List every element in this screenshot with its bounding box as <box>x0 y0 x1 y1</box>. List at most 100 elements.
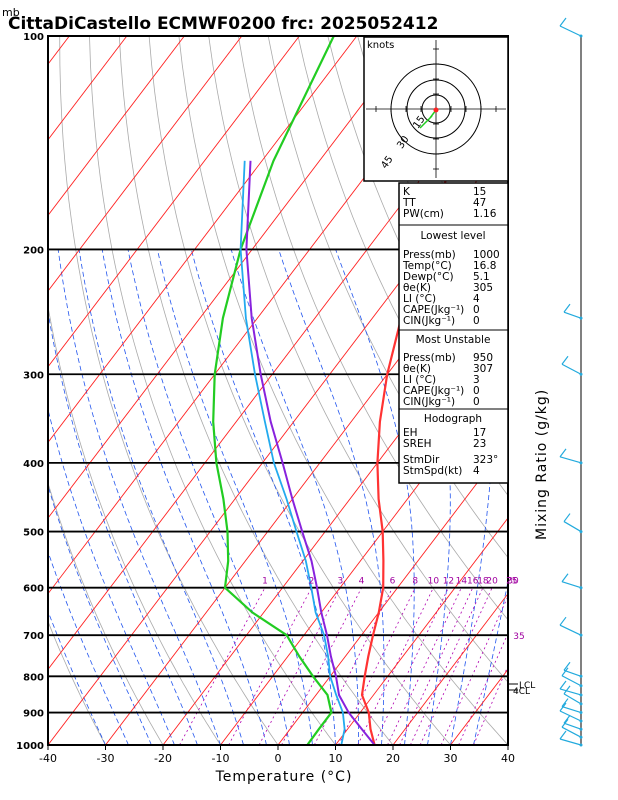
wind-barb <box>561 667 583 688</box>
mixing-ratio-line <box>399 587 474 745</box>
pressure-tick-label: 400 <box>23 459 44 470</box>
x-tick-label: 30 <box>444 752 458 765</box>
svg-text:LCL: LCL <box>519 681 535 691</box>
unit-mb-label: mb <box>2 6 20 19</box>
moist-adiabat <box>78 249 244 745</box>
mixing-ratio-line <box>228 587 312 745</box>
lowest-level-label: θe(K) <box>403 282 431 294</box>
isotherm <box>392 592 508 745</box>
wind-barbs <box>559 17 583 747</box>
wind-barb <box>559 702 583 723</box>
dry-adiabat <box>48 481 164 745</box>
mixing-ratio-line <box>458 632 508 745</box>
mixing-ratio-line <box>419 587 493 745</box>
most-unstable-label: LI (°C) <box>403 374 436 386</box>
x-tick-label: 20 <box>386 752 400 765</box>
isotherm <box>48 36 185 217</box>
wind-barb <box>559 730 583 747</box>
hodograph-index-value: 17 <box>473 427 486 439</box>
mixing-ratio-line <box>338 587 416 745</box>
dry-adiabat <box>267 36 508 559</box>
series-parcel <box>245 160 376 745</box>
lowest-level-label: LI (°C) <box>403 293 436 305</box>
isotherm <box>48 36 358 444</box>
mixing-ratio-label: 14 <box>456 577 468 587</box>
pressure-tick-label: 800 <box>23 672 44 683</box>
hodograph-index-value: 4 <box>473 465 480 477</box>
pressure-tick-label: 600 <box>23 584 44 595</box>
dry-adiabat <box>178 36 508 745</box>
series-wet-bulb <box>239 160 346 745</box>
mixing-ratio-label: 6 <box>390 577 396 587</box>
x-tick-label: 0 <box>275 752 282 765</box>
pressure-tick-label: 200 <box>23 245 44 256</box>
background-lines <box>48 36 618 745</box>
most-unstable-label: θe(K) <box>403 363 431 375</box>
lowest-level-value: 1000 <box>473 249 500 261</box>
isotherm <box>48 36 243 292</box>
dry-adiabat <box>89 36 336 745</box>
moist-adiabat <box>230 249 359 745</box>
mixing-ratio-label: 1 <box>262 577 268 587</box>
pressure-tick-label: 300 <box>23 370 44 381</box>
wind-barb <box>563 714 583 731</box>
lowest-level-header: Lowest level <box>420 230 485 242</box>
x-axis-label: Temperature (°C) <box>215 769 353 785</box>
lowest-level-value: 0 <box>473 304 480 316</box>
moist-adiabat <box>278 249 385 745</box>
hodograph-index-label: EH <box>403 427 418 439</box>
wind-barb <box>563 303 583 320</box>
mixing-ratio-line <box>440 595 508 745</box>
moist-adiabat <box>101 249 267 745</box>
lowest-level-value: 5.1 <box>473 271 490 283</box>
mixing-ratio-label: 3 <box>337 577 343 587</box>
lowest-level-value: 4 <box>473 293 480 305</box>
most-unstable-value: 3 <box>473 374 480 386</box>
mixing-ratio-label: 4 <box>359 577 365 587</box>
wind-barb <box>559 448 583 465</box>
x-tick-label: -20 <box>154 752 172 765</box>
mixing-ratio-label: 25 <box>506 577 517 587</box>
index-label: K <box>403 186 411 198</box>
pressure-tick-label: 500 <box>23 528 44 539</box>
mixing-ratio-line <box>410 587 484 745</box>
dry-adiabat <box>596 36 618 745</box>
x-tick-label: -30 <box>97 752 115 765</box>
hodograph-inset: knots 15 30 45 <box>363 36 509 182</box>
hodograph-index-label: SREH <box>403 438 432 450</box>
mixing-ratio-label: 12 <box>443 577 454 587</box>
lowest-level-value: 305 <box>473 282 493 294</box>
wind-barb <box>559 616 583 637</box>
isotherm <box>335 517 508 745</box>
lowest-level-label: Dewp(°C) <box>403 271 454 283</box>
mixing-ratio-label: 35 <box>513 632 524 642</box>
moist-adiabat <box>190 249 336 745</box>
pressure-tick-label: 100 <box>23 32 44 43</box>
mixing-ratio-label: 30 <box>507 577 519 587</box>
dry-adiabat <box>59 36 279 745</box>
dry-adiabat <box>48 620 106 745</box>
moist-adiabat <box>48 610 106 745</box>
most-unstable-label: CAPE(Jkg⁻¹) <box>403 385 464 397</box>
hodograph-box-header: Hodograph <box>424 413 482 425</box>
mixing-ratio-label: 2 <box>309 577 315 587</box>
dry-adiabat <box>566 36 618 745</box>
mixing-ratio-label: 20 <box>486 577 498 587</box>
index-value: 47 <box>473 197 486 209</box>
lcl-marker: LCL 4CL <box>508 681 535 697</box>
dry-adiabat <box>48 304 221 745</box>
mixing-ratio-axis-label: Mixing Ratio (g/kg) <box>534 389 550 540</box>
hodograph-index-label: StmSpd(kt) <box>403 465 462 477</box>
lowest-level-value: 0 <box>473 315 480 327</box>
isotherm <box>48 36 415 519</box>
lowest-level-label: Temp(°C) <box>402 260 452 272</box>
hodograph-index-value: 23 <box>473 438 486 450</box>
svg-text:4CL: 4CL <box>513 687 530 697</box>
chart-title: CittaDiCastello ECMWF0200 frc: 202505241… <box>8 14 438 34</box>
indices-panel: K 15 TT 47 PW(cm) 1.16 Lowest level Press(mb) 10… <box>398 182 509 484</box>
hodograph-trace <box>419 109 437 129</box>
mixing-ratio-label: 10 <box>428 577 440 587</box>
most-unstable-value: 950 <box>473 352 493 364</box>
pressure-tick-label: 700 <box>23 631 44 642</box>
